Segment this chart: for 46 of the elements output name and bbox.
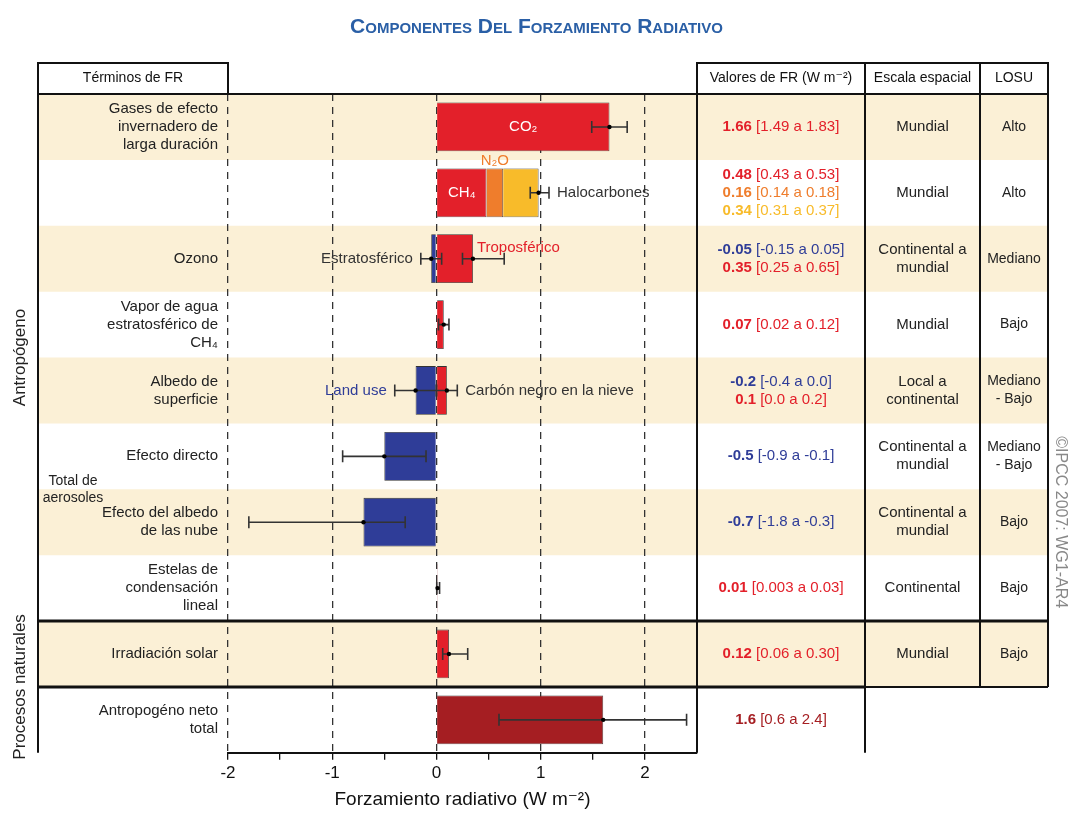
text: Procesos naturales xyxy=(9,614,29,760)
y-tick-label: Efecto del albedo de las nube xyxy=(102,503,218,539)
text: 0.1 [0.0 a 0.2] xyxy=(735,389,827,407)
y-tick-label: Albedo de superficie xyxy=(150,371,218,407)
x-tick-label: 0 xyxy=(431,762,442,782)
text: -0.7 [-1.8 a -0.3] xyxy=(727,512,835,530)
text: 1.6 [0.6 a 2.4] xyxy=(735,710,827,727)
text: -0.05 [-0.15 a 0.05] xyxy=(717,239,845,257)
x-tick-label: -1 xyxy=(324,762,340,782)
y-tick-label: Irradiación solar xyxy=(111,644,218,662)
text: 0.01 [0.003 a 0.03] xyxy=(718,578,844,596)
series-label: Carbón negro en la nieve xyxy=(465,380,634,398)
chart-title: Componentes Del Forzamiento Radiativo xyxy=(349,14,724,38)
x-tick-label: 2 xyxy=(640,762,650,782)
text: Total de aerosoles xyxy=(42,471,104,505)
y-tick-label: Ozono xyxy=(173,248,218,266)
text: 0.07 [0.02 a 0.12] xyxy=(722,314,840,332)
x-tick-label: 1 xyxy=(535,762,546,782)
y-tick-label: Estelas de condensación lineal xyxy=(125,560,218,614)
text: 1.66 [1.49 a 1.83] xyxy=(722,117,840,135)
text: Escala espacial xyxy=(873,69,972,86)
series-label: CH₄ xyxy=(447,182,476,200)
text: 0.35 [0.25 a 0.65] xyxy=(722,257,840,275)
text: Antropógeno xyxy=(9,308,29,407)
text: 0.34 [0.31 a 0.37] xyxy=(722,200,840,218)
y-tick-label: Gases de efecto invernadero de larga duración xyxy=(108,99,218,153)
text: 0.16 [0.14 a 0.18] xyxy=(722,182,840,200)
y-tick-label: Vapor de agua estratosférico de CH₄ xyxy=(107,296,219,350)
series-label: Land use xyxy=(325,380,387,398)
text: ©IPCC 2007: WG1-AR4 xyxy=(1052,436,1070,609)
x-tick-label: -2 xyxy=(220,762,236,782)
text: -0.5 [-0.9 a -0.1] xyxy=(727,446,835,464)
text: Términos de FR xyxy=(82,69,184,86)
series-label: N₂O xyxy=(480,151,509,169)
series-label: Halocarbones xyxy=(557,182,650,200)
series-label: Troposférico xyxy=(476,238,560,256)
text: 0.48 [0.43 a 0.53] xyxy=(722,164,840,182)
text: 0.12 [0.06 a 0.30] xyxy=(722,644,840,662)
text: LOSU xyxy=(994,69,1034,86)
series-label: Estratosférico xyxy=(321,248,413,266)
series-label: CO₂ xyxy=(509,117,538,135)
y-tick-label: Efecto directo xyxy=(126,446,218,464)
y-tick-label: Antropogéno neto total xyxy=(98,701,218,736)
x-axis-title: Forzamiento radiativo (W m⁻²) xyxy=(334,787,591,809)
text: -0.2 [-0.4 a 0.0] xyxy=(730,371,832,389)
text: Valores de FR (W m⁻²) xyxy=(709,69,853,86)
